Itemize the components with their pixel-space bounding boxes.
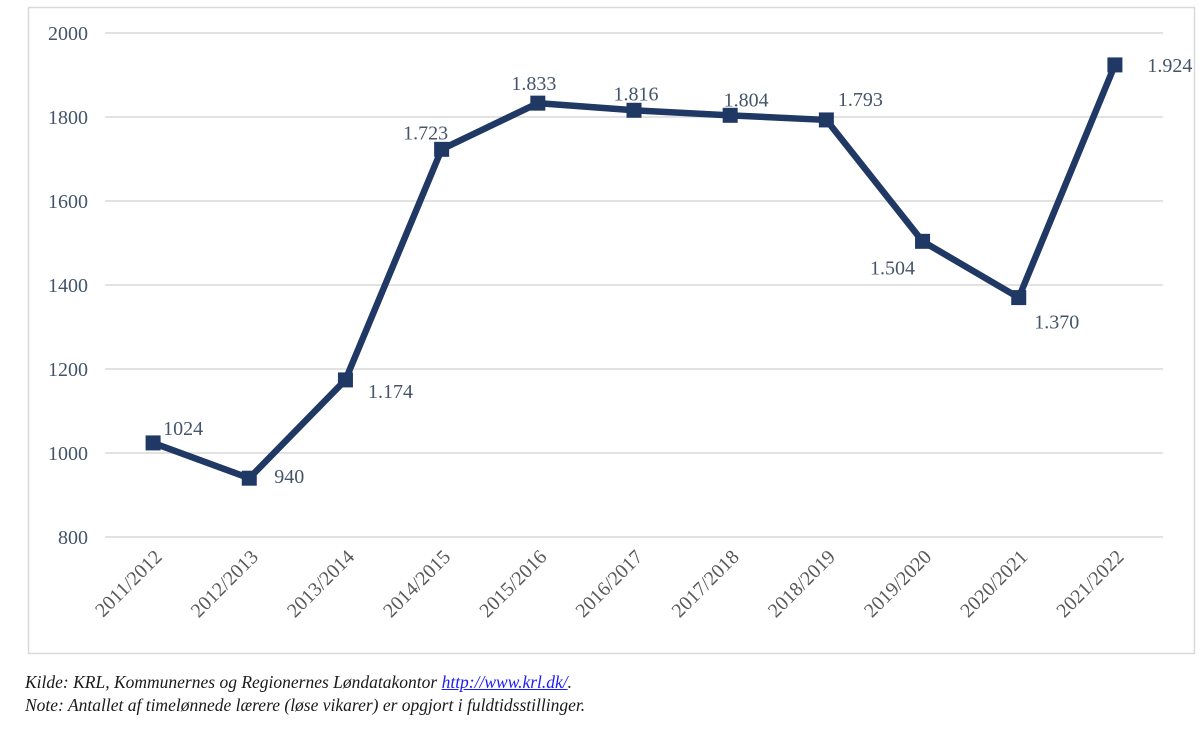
data-point-marker xyxy=(1107,57,1123,73)
x-axis-tick-label: 2011/2012 xyxy=(91,546,167,622)
krl-link[interactable]: http://www.krl.dk/ xyxy=(441,672,568,692)
y-axis-tick-label: 1800 xyxy=(48,107,88,129)
data-point-marker xyxy=(434,141,450,157)
data-point-marker xyxy=(915,233,931,249)
data-point-label: 1.804 xyxy=(724,89,769,111)
x-axis-tick-label: 2019/2020 xyxy=(860,546,936,622)
y-axis-tick-label: 800 xyxy=(58,527,88,549)
data-point-marker xyxy=(626,102,642,118)
x-axis-tick-label: 2021/2022 xyxy=(1052,546,1128,622)
data-point-marker xyxy=(145,435,161,451)
source-note-block: Kilde: KRL, Kommunernes og Regionernes L… xyxy=(25,671,585,717)
x-axis-tick-label: 2012/2013 xyxy=(187,546,263,622)
y-axis-tick-label: 1000 xyxy=(48,443,88,465)
data-point-marker xyxy=(241,470,257,486)
line-chart: 800 1000 1200 1400 1600 1800 2000 2011/2012 2012… xyxy=(27,6,1196,655)
data-point-label: 1.723 xyxy=(403,122,448,144)
data-point-label: 1.816 xyxy=(614,83,659,105)
data-point-marker xyxy=(722,107,738,123)
x-axis-tick-label: 2018/2019 xyxy=(764,546,840,622)
y-axis-tick-label: 2000 xyxy=(48,23,88,45)
data-point-label: 1.833 xyxy=(511,73,556,95)
data-point-label: 1024 xyxy=(163,418,203,440)
data-point-label: 1.793 xyxy=(838,89,883,111)
data-point-label: 1.174 xyxy=(368,381,413,403)
chart-frame-border xyxy=(27,6,1196,655)
source-line: Kilde: KRL, Kommunernes og Regionernes L… xyxy=(25,671,585,694)
y-axis-tick-label: 1200 xyxy=(48,359,88,381)
y-axis-tick-label: 1600 xyxy=(48,191,88,213)
data-point-label: 1.370 xyxy=(1034,312,1079,334)
source-period: . xyxy=(567,672,573,692)
x-axis-tick-label: 2016/2017 xyxy=(571,546,647,622)
data-line xyxy=(149,61,1119,482)
x-axis-tick-label: 2015/2016 xyxy=(475,546,551,622)
data-point-label: 1.504 xyxy=(870,257,915,279)
source-text: Kilde: KRL, Kommunernes og Regionernes L… xyxy=(25,672,442,692)
y-axis-tick-label: 1400 xyxy=(48,275,88,297)
note-line: Note: Antallet af timelønnede lærere (lø… xyxy=(25,695,586,715)
x-axis-tick-label: 2020/2021 xyxy=(956,546,1032,622)
data-point-marker xyxy=(818,112,834,128)
data-point-marker xyxy=(1011,290,1027,306)
x-axis-tick-label: 2014/2015 xyxy=(379,546,455,622)
data-point-label: 1.924 xyxy=(1147,55,1192,77)
data-point-label: 940 xyxy=(274,466,304,488)
data-point-marker xyxy=(337,372,353,388)
data-point-marker xyxy=(530,95,546,111)
x-axis-tick-label: 2013/2014 xyxy=(283,546,359,622)
x-axis-tick-label: 2017/2018 xyxy=(668,546,744,622)
